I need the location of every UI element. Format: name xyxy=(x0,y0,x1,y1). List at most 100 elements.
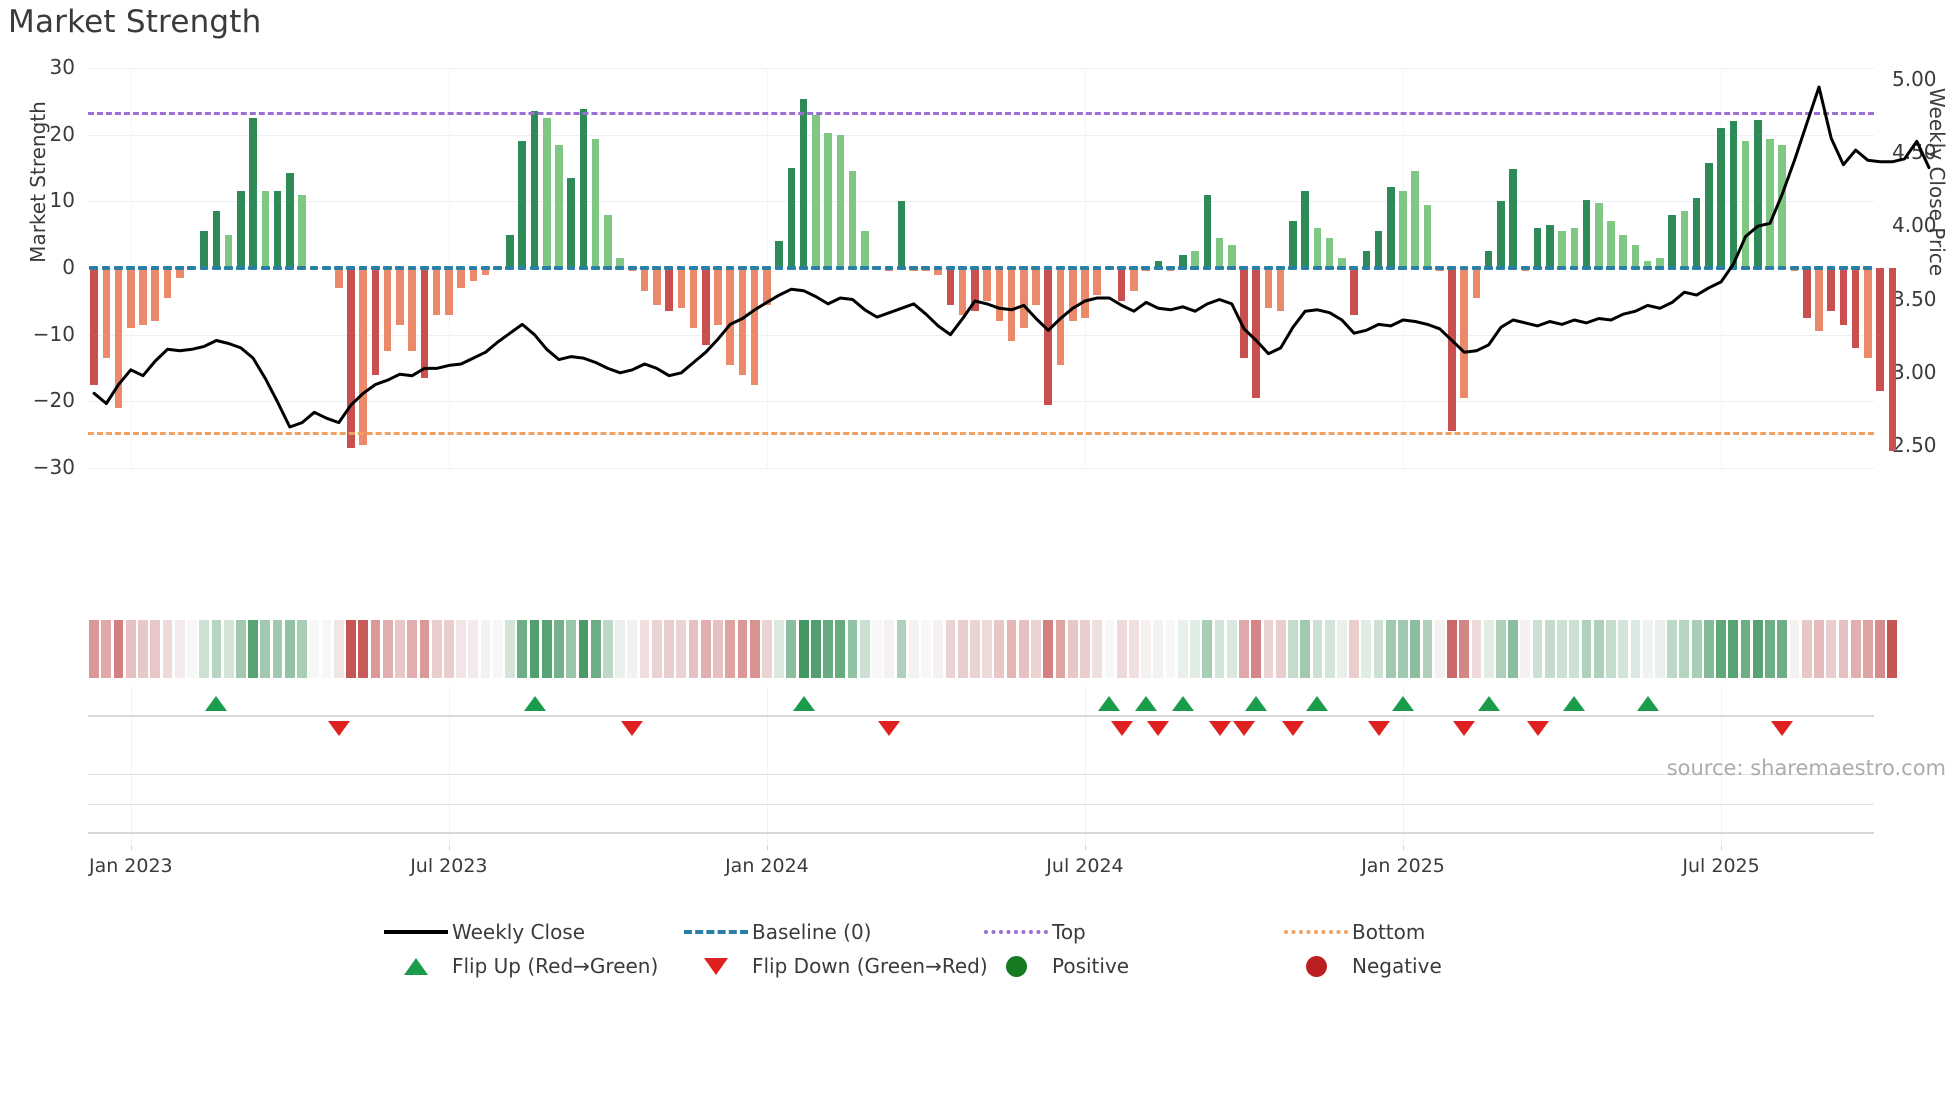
baseline-dash-segment xyxy=(1141,266,1151,270)
strength-bar xyxy=(689,268,698,328)
heatmap-cell xyxy=(419,620,430,678)
baseline-dash-segment xyxy=(542,266,551,270)
baseline-dash-segment xyxy=(456,266,466,270)
heatmap-cell xyxy=(1655,620,1665,678)
strength-bar xyxy=(1839,268,1848,325)
flip-down-marker xyxy=(1147,721,1170,736)
heatmap-cell xyxy=(309,620,320,678)
heatmap-cell xyxy=(1826,620,1837,678)
baseline-dash-segment xyxy=(945,266,955,270)
baseline-dash-segment xyxy=(1508,266,1518,270)
strength-bar xyxy=(1815,268,1823,332)
baseline-dash-segment xyxy=(823,266,833,270)
x-tick-extension xyxy=(1721,686,1723,846)
strength-bar xyxy=(1203,194,1212,268)
legend-item-flip-down-green-red[interactable]: Flip Down (Green→Red) xyxy=(680,954,988,978)
baseline-dash-segment xyxy=(1679,266,1689,270)
baseline-dash-segment xyxy=(1117,266,1126,270)
line-dashed-blue-icon xyxy=(680,930,752,934)
strength-bar xyxy=(1032,268,1040,305)
heatmap-cell xyxy=(1043,620,1054,678)
heatmap-cell xyxy=(847,620,858,678)
baseline-dash-segment xyxy=(272,266,282,270)
baseline-dash-segment xyxy=(395,266,405,270)
heatmap-cell xyxy=(407,620,418,678)
heatmap-cell xyxy=(615,620,626,678)
baseline-dash-segment xyxy=(1251,266,1261,270)
x-tick-extension xyxy=(130,686,132,846)
strength-bar xyxy=(1680,211,1689,268)
baseline-dash-segment xyxy=(101,266,111,270)
y-tick-left: −30 xyxy=(32,455,75,479)
heatmap-cell xyxy=(1312,620,1323,678)
legend-label: Positive xyxy=(1052,954,1130,978)
lower-gridline-1 xyxy=(88,774,1874,775)
strength-bar xyxy=(1313,228,1322,268)
strength-heatmap-strip xyxy=(88,620,1898,678)
baseline-dash-segment xyxy=(688,266,698,270)
heatmap-cell xyxy=(1569,620,1580,678)
strength-bar xyxy=(946,268,955,305)
strength-bar xyxy=(1191,251,1199,268)
heatmap-cell xyxy=(908,620,919,678)
heatmap-cell xyxy=(480,620,491,678)
strength-bar xyxy=(163,268,172,298)
legend-item-top[interactable]: Top xyxy=(980,920,1280,944)
heatmap-cell xyxy=(1153,620,1164,678)
legend-label: Weekly Close xyxy=(452,920,586,944)
legend-item-baseline-0[interactable]: Baseline (0) xyxy=(680,920,980,944)
strength-bar xyxy=(714,268,722,325)
strength-bar xyxy=(934,268,942,275)
heatmap-cell xyxy=(1226,620,1237,678)
baseline-dash-segment xyxy=(1190,266,1200,270)
flip-down-marker xyxy=(1771,721,1794,736)
flip-up-marker xyxy=(205,696,228,711)
strength-bar xyxy=(1741,141,1750,268)
strength-bar xyxy=(860,231,869,268)
legend-item-flip-up-red-green[interactable]: Flip Up (Red→Green) xyxy=(380,954,680,978)
gridline-y--10 xyxy=(88,334,1874,336)
strength-bar xyxy=(763,268,771,305)
strength-bar xyxy=(420,268,429,378)
flip-down-marker xyxy=(1526,721,1549,736)
legend-item-negative[interactable]: Negative xyxy=(1280,954,1580,978)
legend-item-weekly-close[interactable]: Weekly Close xyxy=(380,920,680,944)
heatmap-cell xyxy=(468,620,479,678)
baseline-dash-segment xyxy=(346,266,356,270)
heatmap-cell xyxy=(896,620,907,678)
heatmap-cell xyxy=(492,620,503,678)
legend-item-positive[interactable]: Positive xyxy=(980,954,1280,978)
baseline-dash-segment xyxy=(383,266,392,270)
strength-bar xyxy=(1656,258,1664,268)
heatmap-cell xyxy=(517,620,528,678)
heatmap-cell xyxy=(1496,620,1506,678)
baseline-dash-segment xyxy=(1080,266,1090,270)
baseline-dash-segment xyxy=(236,266,246,270)
strength-bar xyxy=(359,268,368,445)
heatmap-cell xyxy=(1177,620,1188,678)
strength-bar xyxy=(542,118,551,268)
heatmap-cell xyxy=(370,620,381,678)
heatmap-cell xyxy=(297,620,307,678)
y-tick-right: 2.50 xyxy=(1892,433,1937,458)
strength-bar xyxy=(261,191,270,268)
baseline-dash-segment xyxy=(1300,266,1310,270)
baseline-dash-segment xyxy=(1129,266,1139,270)
strength-bar xyxy=(1044,268,1053,405)
heatmap-cell xyxy=(945,620,956,678)
heatmap-cell xyxy=(1618,620,1629,678)
baseline-dash-segment xyxy=(199,266,209,270)
heatmap-cell xyxy=(1080,620,1090,678)
baseline-dash-segment xyxy=(1740,266,1750,270)
baseline-dash-segment xyxy=(1324,266,1334,270)
baseline-dash-segment xyxy=(1802,266,1811,270)
strength-bar xyxy=(212,211,221,268)
strength-bar xyxy=(1350,268,1358,315)
heatmap-cell xyxy=(1814,620,1824,678)
legend-item-bottom[interactable]: Bottom xyxy=(1280,920,1580,944)
baseline-dash-segment xyxy=(798,266,808,270)
heatmap-cell xyxy=(1447,620,1457,678)
reference-line-top xyxy=(88,112,1874,115)
flip-down-marker xyxy=(327,721,350,736)
strength-bar xyxy=(347,268,355,448)
